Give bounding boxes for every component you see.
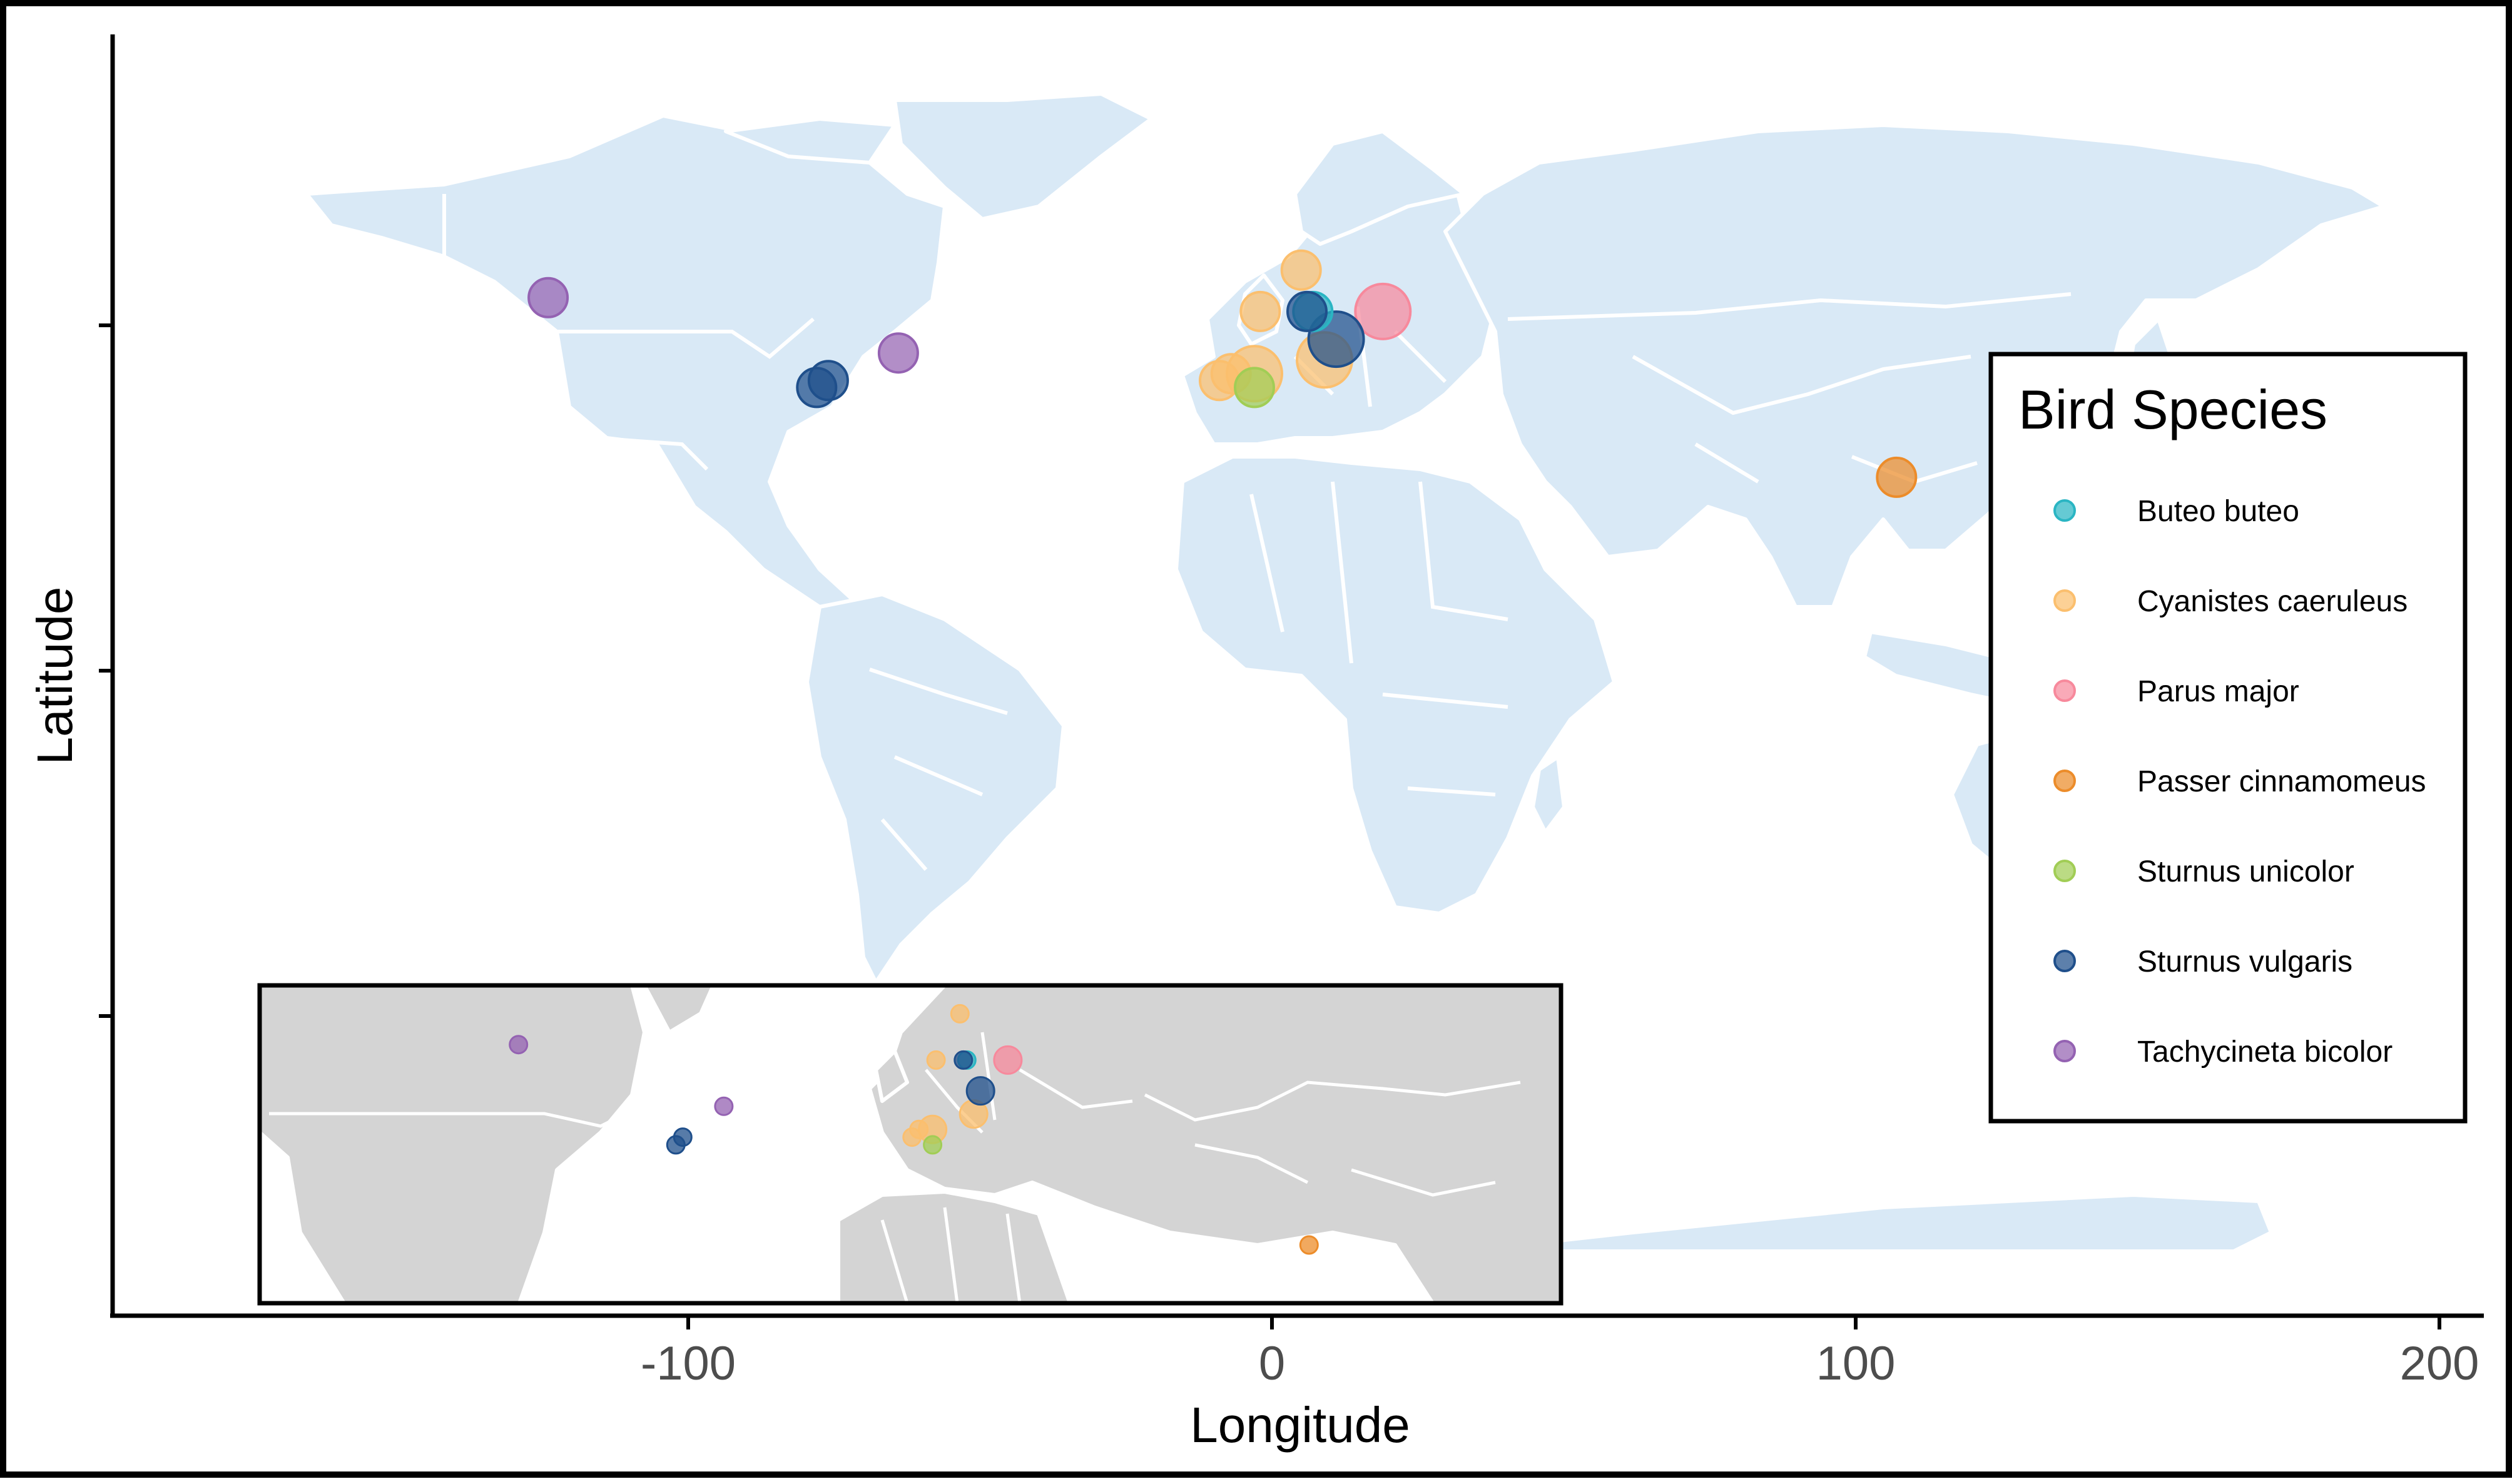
- inset-points: [509, 1004, 1319, 1255]
- x-tick-label-3: 200: [2400, 1337, 2479, 1390]
- map-figure: -100 0 100 200 Longitude Latitude Bird Spec…: [27, 34, 2484, 1453]
- legend-label-buteo-buteo: Buteo buteo: [2137, 495, 2299, 528]
- inset-point-sturnus-vulgaris-0: [953, 1050, 974, 1070]
- x-tick-label-2: 100: [1816, 1337, 1896, 1390]
- inset-frame: [257, 983, 1564, 1306]
- inset-point-parus-major-0: [993, 1045, 1023, 1075]
- point-tachycineta-bicolor-0: [527, 277, 569, 318]
- legend-item-sturnus-unicolor: Sturnus unicolor: [2053, 855, 2354, 888]
- legend-swatch-buteo-buteo: [2053, 499, 2076, 522]
- land-north-america: [305, 114, 947, 609]
- inset-landmass: [260, 985, 1561, 1303]
- legend-label-sturnus-vulgaris: Sturnus vulgaris: [2137, 945, 2352, 978]
- point-sturnus-vulgaris-0: [1286, 290, 1328, 332]
- legend: Bird Species Buteo buteo Cyanistes caerul…: [1988, 352, 2468, 1124]
- legend-item-passer-cinnamomeus: Passer cinnamomeus: [2053, 765, 2426, 798]
- border-us-canada: [544, 317, 815, 359]
- border-africa-lines: [1249, 481, 1508, 796]
- point-passer-cinnamomeus-0: [1876, 456, 1918, 498]
- inset-point-tachycineta-bicolor-0: [509, 1035, 529, 1055]
- inset-point-sturnus-vulgaris-1: [965, 1076, 995, 1106]
- point-cyanistes-caeruleus-0: [1280, 249, 1322, 291]
- land-south-america: [805, 592, 1065, 984]
- legend-swatch-sturnus-vulgaris: [2053, 950, 2076, 972]
- border-asia-lines: [1507, 292, 2072, 484]
- x-tick-label-1: 0: [1259, 1337, 1285, 1390]
- inset-borders: [269, 1032, 1521, 1303]
- inset-map: [257, 983, 1564, 1306]
- legend-item-cyanistes-caeruleus: Cyanistes caeruleus: [2053, 585, 2408, 618]
- legend-label-tachycineta-bicolor: Tachycineta bicolor: [2137, 1035, 2393, 1069]
- border-us-mexico: [594, 436, 709, 471]
- inset-land-greenland: [643, 985, 715, 1034]
- main-points: [527, 249, 1918, 498]
- main-borders: [442, 194, 2072, 871]
- land-madagascar: [1531, 755, 1566, 834]
- legend-box: [1988, 352, 2468, 1124]
- legend-item-tachycineta-bicolor: Tachycineta bicolor: [2053, 1035, 2393, 1069]
- axes: -100 0 100 200 Longitude Latitude: [27, 34, 2484, 1453]
- inset-point-cyanistes-caeruleus-3: [909, 1119, 929, 1139]
- legend-label-parus-major: Parus major: [2137, 675, 2299, 708]
- inset-land-africa: [836, 1190, 1072, 1303]
- inset-border-africa: [880, 1207, 1022, 1303]
- border-south-america-lines: [869, 668, 1008, 871]
- inset-land-britain: [874, 1049, 909, 1103]
- legend-title: Bird Species: [2018, 379, 2327, 440]
- legend-swatch-cyanistes-caeruleus: [2053, 589, 2076, 612]
- point-sturnus-unicolor-0: [1234, 367, 1275, 409]
- point-sturnus-vulgaris-3: [796, 367, 838, 409]
- inset-point-passer-cinnamomeus-0: [1299, 1235, 1319, 1255]
- point-tachycineta-bicolor-1: [877, 332, 919, 374]
- legend-items: Buteo buteo Cyanistes caeruleus Parus majo…: [2053, 495, 2426, 1069]
- legend-swatch-tachycineta-bicolor: [2053, 1040, 2076, 1062]
- legend-label-cyanistes-caeruleus: Cyanistes caeruleus: [2137, 585, 2408, 618]
- legend-item-buteo-buteo: Buteo buteo: [2053, 495, 2299, 528]
- legend-swatch-passer-cinnamomeus: [2053, 770, 2076, 792]
- legend-item-sturnus-vulgaris: Sturnus vulgaris: [2053, 945, 2352, 978]
- inset-point-tachycineta-bicolor-1: [714, 1096, 734, 1116]
- land-greenland: [893, 92, 1153, 221]
- point-parus-major-0: [1354, 282, 1412, 340]
- point-cyanistes-caeruleus-1: [1239, 290, 1281, 332]
- land-antarctica: [1518, 1193, 2273, 1253]
- inset-point-cyanistes-caeruleus-1: [926, 1050, 946, 1070]
- y-ticks: [99, 323, 113, 1018]
- y-axis-title: Latitude: [27, 587, 83, 765]
- legend-swatch-sturnus-unicolor: [2053, 860, 2076, 882]
- inset-point-sturnus-vulgaris-3: [666, 1135, 686, 1155]
- land-arctic-islands: [724, 117, 897, 165]
- legend-label-sturnus-unicolor: Sturnus unicolor: [2137, 855, 2354, 888]
- inset-land-europe-asia: [868, 985, 1561, 1303]
- land-africa: [1174, 455, 1616, 915]
- x-axis-title: Longitude: [1190, 1397, 1410, 1453]
- inset-border-asia: [1144, 1080, 1521, 1197]
- legend-swatch-parus-major: [2053, 679, 2076, 702]
- inset-point-cyanistes-caeruleus-0: [950, 1004, 970, 1024]
- legend-item-parus-major: Parus major: [2053, 675, 2299, 708]
- legend-label-passer-cinnamomeus: Passer cinnamomeus: [2137, 765, 2426, 798]
- inset-land-north-america: [260, 985, 646, 1303]
- x-tick-label-0: -100: [641, 1337, 736, 1390]
- inset-border-us-canada: [269, 1105, 639, 1128]
- inset-point-sturnus-unicolor-0: [923, 1135, 943, 1155]
- x-ticks: -100 0 100 200: [641, 1316, 2479, 1390]
- land-scandinavia: [1293, 130, 1466, 246]
